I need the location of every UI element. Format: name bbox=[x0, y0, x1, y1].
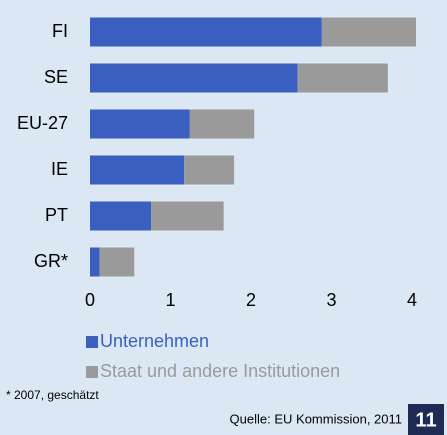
x-tick-label: 0 bbox=[85, 290, 95, 310]
legend-swatch bbox=[86, 366, 98, 378]
y-tick-label: IE bbox=[51, 159, 68, 179]
bar-segment bbox=[90, 63, 298, 93]
x-tick-label: 4 bbox=[407, 290, 417, 310]
footnote: * 2007, geschätzt bbox=[6, 388, 99, 402]
y-tick-label: FI bbox=[52, 21, 68, 41]
y-tick-label: EU-27 bbox=[17, 113, 68, 133]
bar-segment bbox=[90, 155, 185, 185]
x-tick-label: 2 bbox=[246, 290, 256, 310]
legend-label: Staat und andere Institutionen bbox=[100, 361, 340, 381]
bar-segment bbox=[321, 17, 417, 47]
bar-segment bbox=[297, 63, 388, 93]
bar-segment bbox=[90, 109, 190, 139]
source: Quelle: EU Kommission, 2011 bbox=[230, 411, 402, 426]
page-number: 11 bbox=[415, 409, 436, 431]
y-tick-label: PT bbox=[45, 205, 68, 225]
bar-segment bbox=[90, 247, 100, 277]
legend-label: Unternehmen bbox=[100, 331, 209, 351]
x-tick-label: 1 bbox=[165, 290, 175, 310]
page-number-box bbox=[408, 404, 444, 435]
bar-segment bbox=[99, 247, 135, 277]
bar-segment bbox=[90, 201, 152, 231]
bar-segment bbox=[151, 201, 224, 231]
y-tick-label: SE bbox=[44, 67, 68, 87]
bar-segment bbox=[90, 17, 322, 47]
legend-swatch bbox=[86, 336, 98, 348]
bar-segment bbox=[184, 155, 235, 185]
bar-segment bbox=[189, 109, 255, 139]
x-tick-label: 3 bbox=[326, 290, 336, 310]
y-tick-label: GR* bbox=[34, 251, 68, 271]
